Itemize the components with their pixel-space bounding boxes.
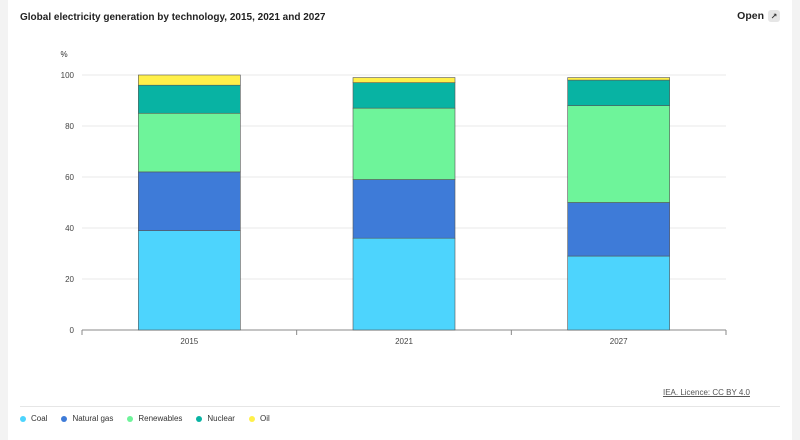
bar-segment [352,77,456,83]
legend-swatch [196,415,203,422]
x-tick-label: 2027 [610,337,628,346]
legend-swatch [61,415,68,422]
legend-label: Natural gas [72,414,114,423]
open-button[interactable]: Open ↗ [737,10,780,22]
open-label: Open [737,10,764,22]
legend-swatch [248,415,255,422]
y-tick-label: 80 [65,122,74,131]
x-tick-label: 2021 [395,337,413,346]
chart-title: Global electricity generation by technol… [20,12,326,23]
legend-swatch [127,415,134,422]
legend-label: Coal [31,414,48,423]
bar-segment [352,237,456,331]
y-tick-label: 60 [65,173,74,182]
bar-segment [567,77,670,81]
y-axis-label: % [60,50,67,59]
bar-segment [138,230,241,331]
bar-segment [567,202,670,257]
bar-segment [352,179,456,239]
bar-segment [138,171,241,231]
bar-segment [567,79,670,106]
bar-segment [567,255,670,331]
bar-segment [352,82,456,109]
bar-segment [352,107,456,180]
y-tick-label: 20 [65,275,74,284]
y-tick-label: 0 [70,326,75,335]
stacked-bar-chart: % 0 20 40 60 80 100 2015 2021 2027 [60,50,727,346]
chart-card: Global electricity generation by technol… [8,0,792,440]
bar-segment [138,74,241,86]
legend-item[interactable]: Oil [248,414,270,423]
bar-segment [567,105,670,203]
legend-item[interactable]: Natural gas [61,414,113,423]
bar-segment [138,84,241,114]
bar-segment [138,112,241,173]
legend-label: Renewables [138,414,183,423]
legend-label: Oil [259,414,270,423]
licence-link[interactable]: IEA. Licence: CC BY 4.0 [662,388,750,397]
legend-label: Nuclear [207,414,235,423]
legend-item[interactable]: Renewables [127,414,182,423]
legend-divider [20,406,780,407]
legend-item[interactable]: Nuclear [196,414,235,423]
expand-icon: ↗ [768,10,780,22]
legend-swatch [20,415,26,422]
chart-legend: Coal Natural gas Renewables Nuclear Oil [20,414,270,423]
y-tick-label: 40 [65,224,74,233]
x-tick-label: 2015 [180,337,198,346]
legend-item[interactable]: Coal [20,414,47,423]
y-tick-label: 100 [61,71,75,80]
